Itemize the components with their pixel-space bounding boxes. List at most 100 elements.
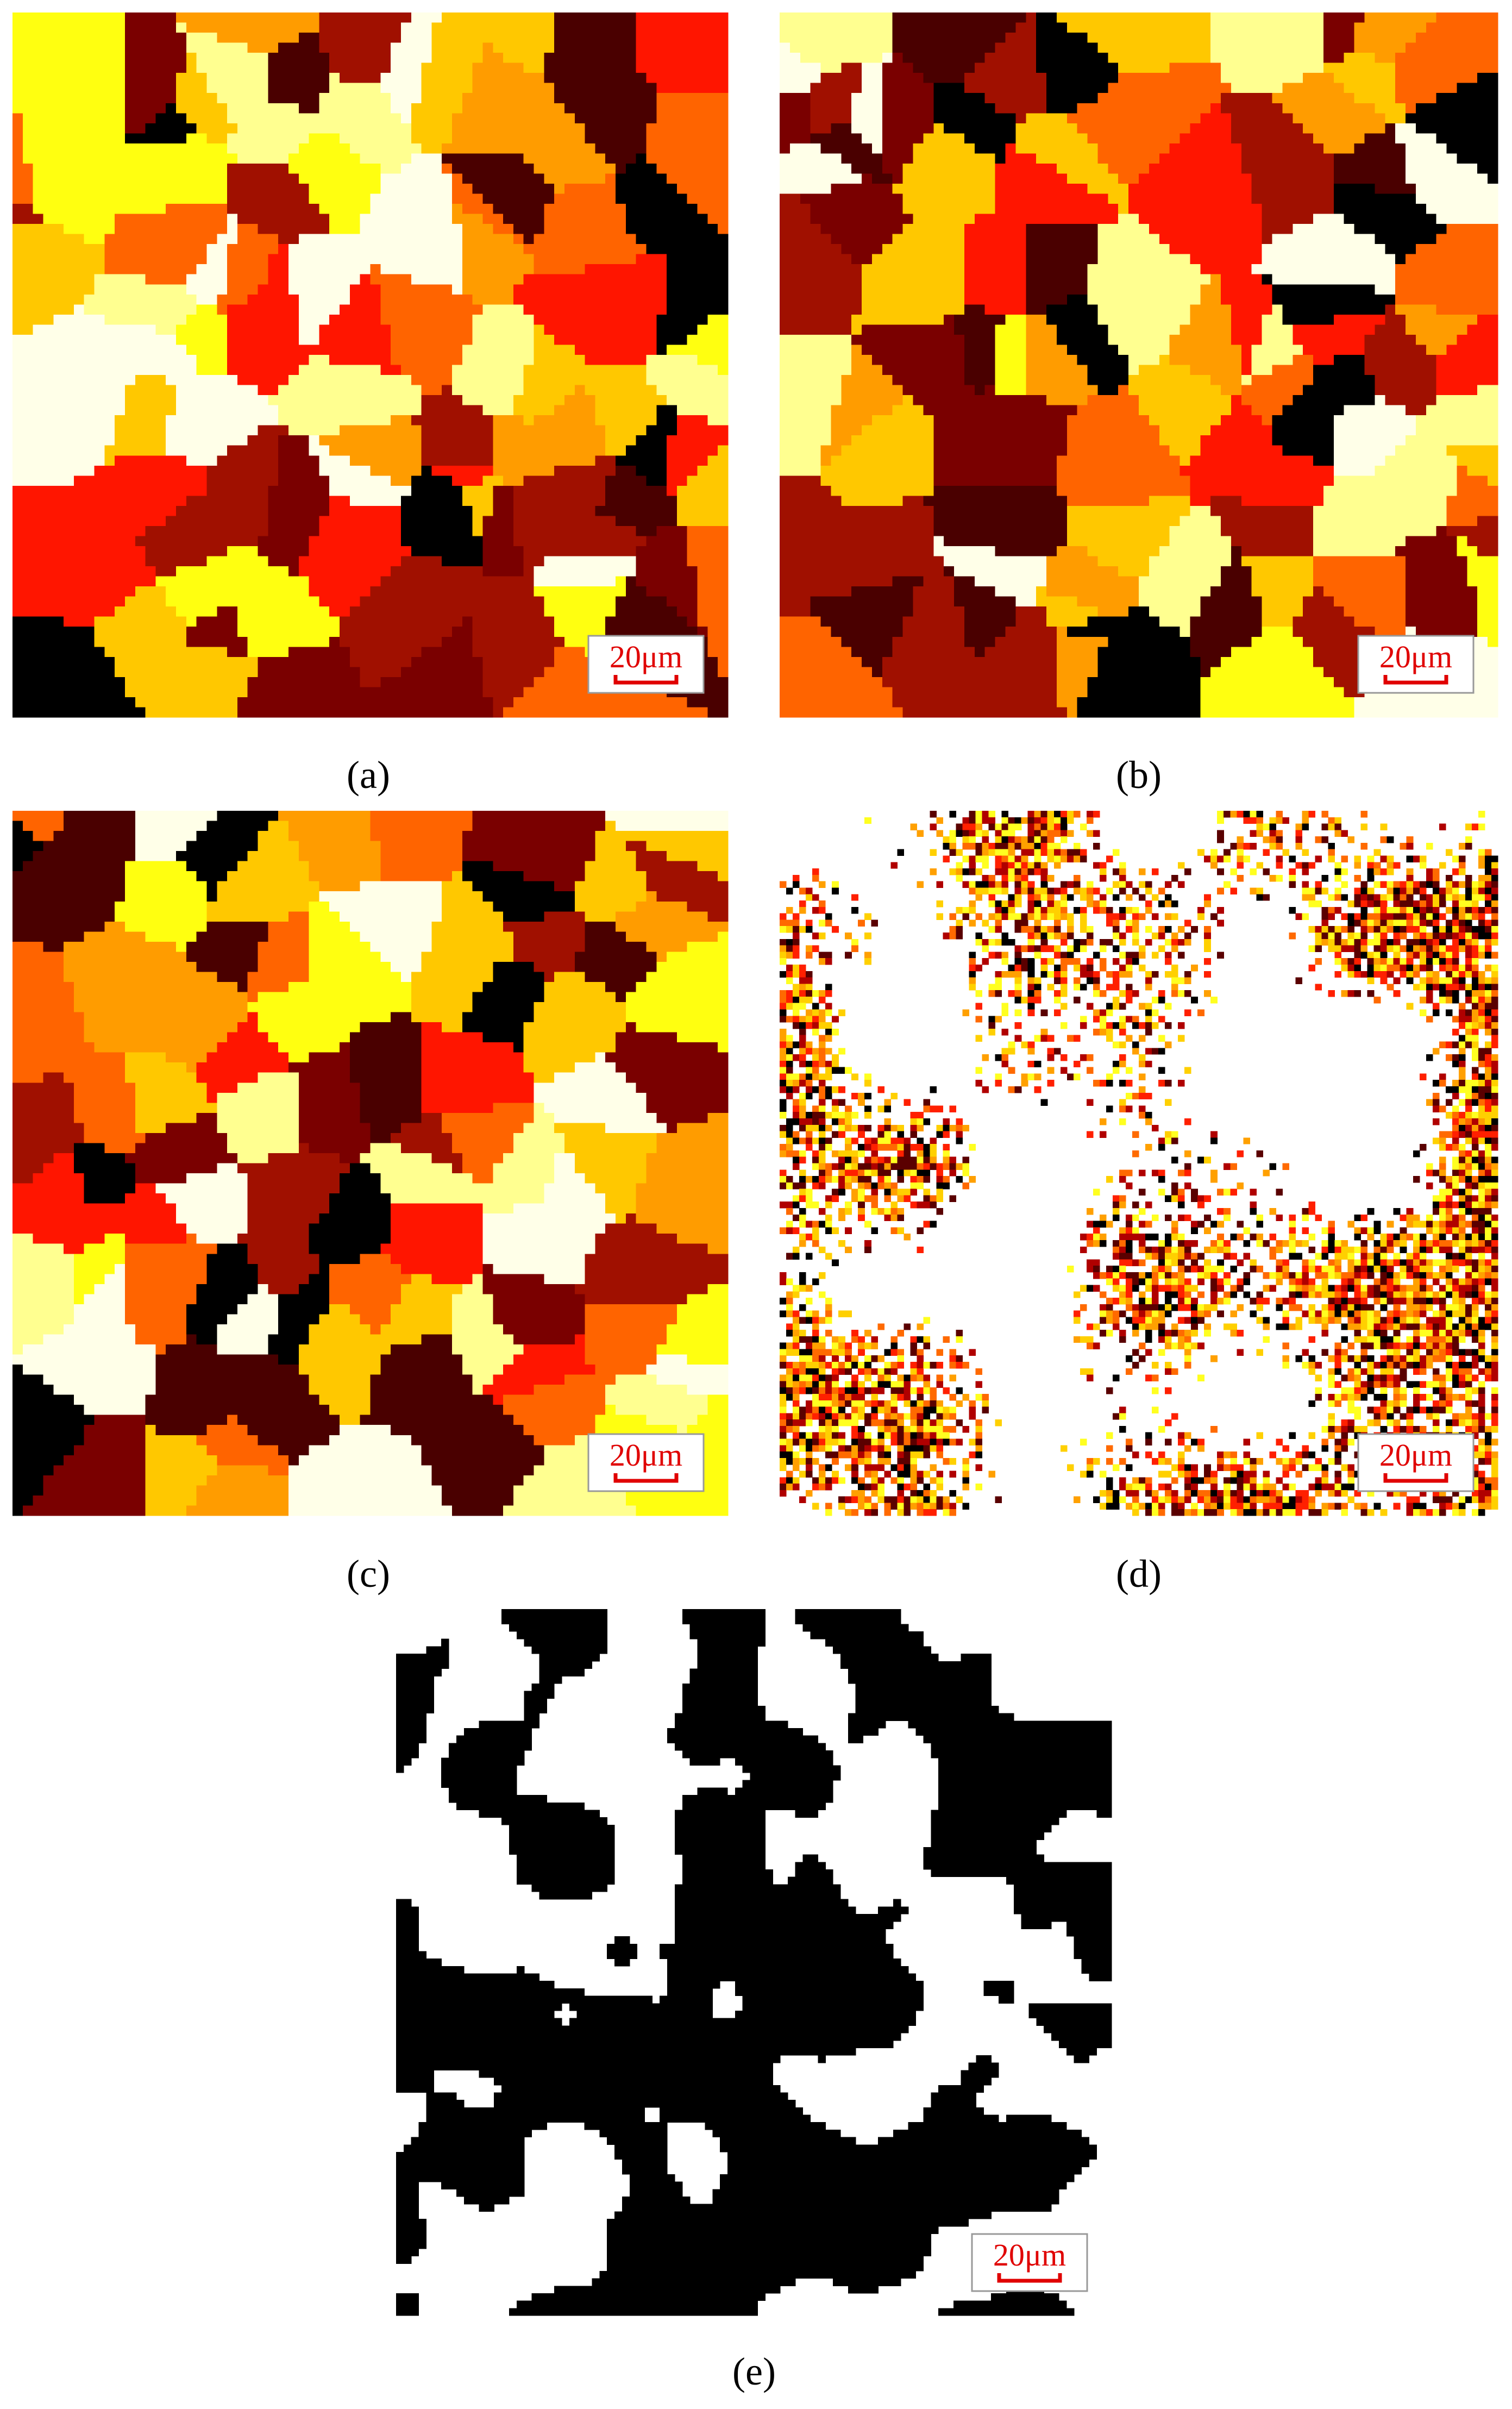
- grain-cell: [687, 556, 698, 567]
- grain-cell: [473, 244, 483, 254]
- grain-cell: [258, 657, 268, 667]
- grain-cell: [227, 274, 237, 285]
- grain-cell: [299, 63, 309, 73]
- grain-cell: [350, 617, 360, 627]
- grain-cell: [350, 93, 360, 103]
- grain-cell: [595, 63, 605, 73]
- grain-cell: [482, 153, 493, 164]
- grain-cell: [53, 335, 64, 345]
- grain-cell: [493, 345, 503, 355]
- grain-cell: [206, 687, 217, 697]
- grain-cell: [125, 385, 135, 396]
- grain-cell: [585, 707, 595, 717]
- grain-cell: [493, 83, 503, 93]
- grain-cell: [718, 516, 728, 526]
- grain-cell: [391, 143, 401, 154]
- grain-cell: [74, 637, 84, 647]
- grain-cell: [513, 426, 524, 436]
- grain-cell: [564, 63, 575, 73]
- grain-cell: [95, 375, 105, 385]
- grain-cell: [115, 355, 125, 365]
- grain-cell: [33, 184, 43, 194]
- grain-cell: [74, 304, 84, 315]
- grain-cell: [319, 466, 329, 476]
- grain-cell: [718, 657, 728, 667]
- grain-cell: [33, 143, 43, 154]
- grain-cell: [698, 395, 708, 405]
- grain-cell: [278, 566, 288, 577]
- grain-cell: [53, 566, 64, 577]
- grain-cell: [401, 385, 411, 396]
- grain-cell: [698, 93, 708, 103]
- grain-cell: [53, 164, 64, 174]
- grain-cell: [206, 617, 217, 627]
- grain-cell: [513, 526, 524, 536]
- grain-cell: [84, 446, 95, 456]
- grain-cell: [452, 677, 462, 687]
- grain-cell: [524, 284, 534, 295]
- grain-cell: [278, 526, 288, 536]
- grain-cell: [667, 435, 677, 446]
- grain-cell: [227, 304, 237, 315]
- grain-cell: [95, 184, 105, 194]
- grain-cell: [217, 355, 227, 365]
- grain-cell: [299, 315, 309, 325]
- grain-cell: [534, 335, 544, 345]
- grain-cell: [53, 204, 64, 214]
- grain-cell: [371, 627, 381, 637]
- grain-cell: [493, 435, 503, 446]
- grain-cell: [452, 637, 462, 647]
- grain-cell: [12, 637, 23, 647]
- grain-cell: [534, 295, 544, 305]
- grain-cell: [176, 73, 186, 83]
- grain-cell: [575, 214, 585, 224]
- grain-cell: [380, 295, 391, 305]
- grain-cell: [288, 83, 299, 93]
- grain-cell: [503, 173, 513, 184]
- grain-cell: [677, 214, 687, 224]
- grain-cell: [513, 184, 524, 194]
- grain-cell: [442, 295, 452, 305]
- grain-cell: [340, 536, 350, 546]
- grain-cell: [667, 133, 677, 143]
- grain-cell: [431, 355, 442, 365]
- grain-cell: [513, 304, 524, 315]
- grain-cell: [23, 153, 33, 164]
- grain-cell: [493, 93, 503, 103]
- grain-cell: [707, 687, 718, 697]
- grain-cell: [237, 627, 248, 637]
- grain-cell: [95, 516, 105, 526]
- grain-cell: [319, 707, 329, 717]
- grain-cell: [309, 707, 319, 717]
- grain-cell: [74, 455, 84, 466]
- grain-cell: [513, 53, 524, 63]
- grain-cell: [299, 173, 309, 184]
- grain-cell: [197, 657, 207, 667]
- grain-cell: [554, 224, 564, 234]
- grain-cell: [95, 284, 105, 295]
- grain-cell: [12, 153, 23, 164]
- grain-cell: [780, 23, 790, 33]
- grain-cell: [575, 677, 585, 687]
- grain-cell: [288, 324, 299, 335]
- grain-cell: [227, 153, 237, 164]
- grain-cell: [585, 335, 595, 345]
- grain-cell: [43, 617, 53, 627]
- grain-cell: [104, 446, 115, 456]
- grain-cell: [33, 375, 43, 385]
- grain-cell: [186, 194, 197, 204]
- grain-cell: [33, 556, 43, 567]
- grain-cell: [554, 164, 564, 174]
- grain-cell: [503, 304, 513, 315]
- grain-cell: [452, 274, 462, 285]
- grain-cell: [575, 244, 585, 254]
- grain-cell: [288, 617, 299, 627]
- grain-cell: [329, 667, 340, 677]
- grain-cell: [125, 304, 135, 315]
- grain-cell: [104, 536, 115, 546]
- grain-cell: [422, 315, 432, 325]
- grain-cell: [74, 33, 84, 43]
- grain-cell: [217, 184, 227, 194]
- grain-cell: [452, 455, 462, 466]
- grain-cell: [64, 324, 74, 335]
